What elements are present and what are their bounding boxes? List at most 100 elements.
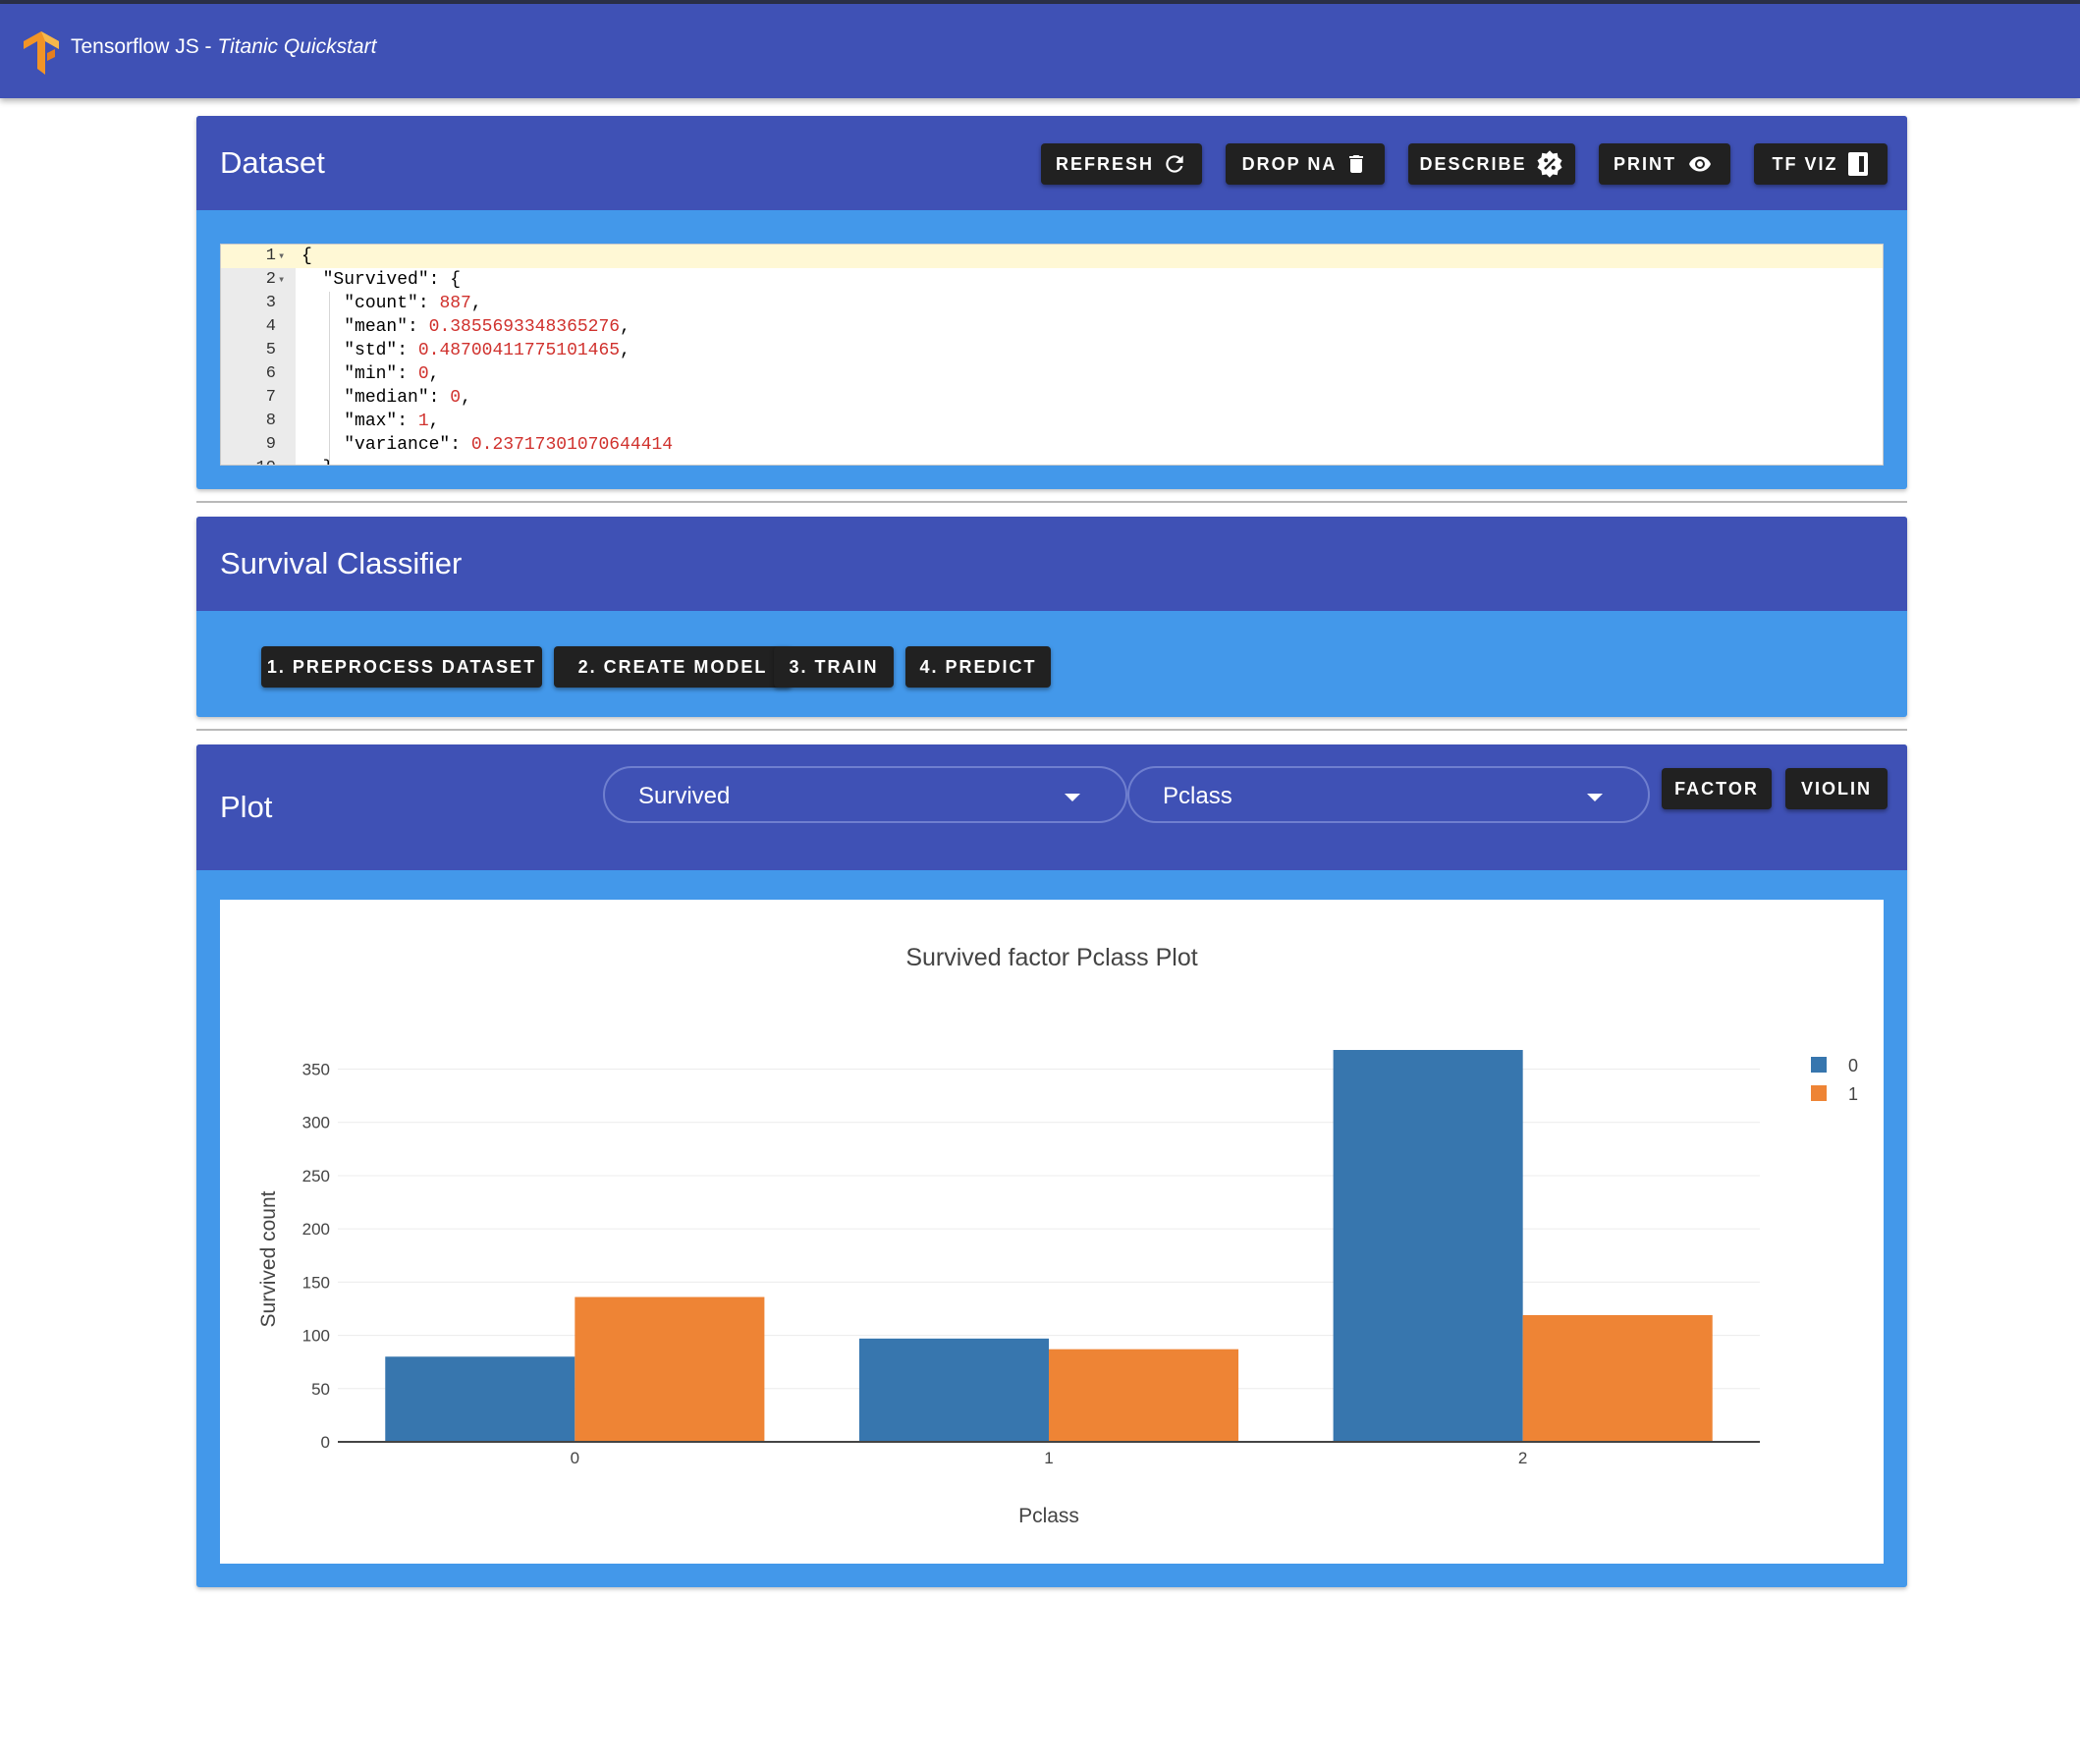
line-number: 1 bbox=[265, 247, 276, 265]
create-model-button[interactable]: 2. CREATE MODEL bbox=[554, 646, 792, 688]
x-axis-title: Pclass bbox=[1018, 1505, 1079, 1527]
preprocess-dataset-button[interactable]: 1. PREPROCESS DATASET bbox=[261, 646, 542, 688]
plot-card: Plot Survived Pclass FACTOR VIOLIN Survi… bbox=[196, 744, 1907, 1587]
classifier-card-header: Survival Classifier bbox=[196, 517, 1907, 611]
line-number: 8 bbox=[265, 412, 276, 430]
bar-chart[interactable]: Survived factor Pclass Plot0501001502002… bbox=[220, 900, 1884, 1564]
editor-line: 4 "mean": 0.3855693348365276, bbox=[221, 315, 1883, 339]
fold-arrow-icon: ▾ bbox=[278, 273, 286, 287]
percent-badge-icon bbox=[1537, 150, 1561, 178]
factor-button[interactable]: FACTOR bbox=[1662, 768, 1772, 809]
violin-button[interactable]: VIOLIN bbox=[1785, 768, 1888, 809]
legend-swatch bbox=[1811, 1057, 1827, 1073]
json-key: "count" bbox=[344, 294, 418, 313]
bar-series-1-cat-1 bbox=[1049, 1349, 1239, 1442]
dataset-card-header: Dataset REFRESH DROP NA DESCRIBE PRINT T… bbox=[196, 116, 1907, 210]
y-tick-label: 350 bbox=[302, 1061, 330, 1079]
y-tick-label: 0 bbox=[321, 1433, 330, 1452]
legend-label: 0 bbox=[1848, 1056, 1858, 1075]
line-code: "Survived": { bbox=[322, 270, 462, 290]
y-tick-label: 100 bbox=[302, 1327, 330, 1346]
describe-label: DESCRIBE bbox=[1419, 153, 1527, 174]
refresh-button[interactable]: REFRESH bbox=[1041, 143, 1202, 185]
line-number: 5 bbox=[265, 341, 276, 359]
line-number: 7 bbox=[265, 388, 276, 407]
line-number: 4 bbox=[265, 317, 276, 336]
editor-line: 8 "max": 1, bbox=[221, 410, 1883, 433]
editor-line: 2 ▾ "Survived": { bbox=[221, 268, 1883, 292]
drop-na-label: DROP NA bbox=[1241, 153, 1338, 174]
tensorflow-logo-icon bbox=[24, 31, 59, 75]
x-column-value: Survived bbox=[638, 783, 731, 809]
y-axis-title: Survived count bbox=[257, 1190, 280, 1327]
json-key: "median" bbox=[344, 388, 429, 408]
editor-line: 10 }, bbox=[221, 457, 1883, 465]
line-code: "variance": 0.23717301070644414 bbox=[344, 435, 674, 455]
y-tick-label: 150 bbox=[302, 1273, 330, 1292]
line-code: "mean": 0.3855693348365276, bbox=[344, 317, 630, 337]
editor-line: 3 "count": 887, bbox=[221, 292, 1883, 315]
chart-title: Survived factor Pclass Plot bbox=[905, 944, 1197, 971]
refresh-icon bbox=[1166, 155, 1183, 173]
x-tick-label: 0 bbox=[571, 1449, 579, 1467]
editor-line: 6 "min": 0, bbox=[221, 362, 1883, 386]
x-column-select[interactable]: Survived bbox=[603, 766, 1127, 823]
x-tick-label: 1 bbox=[1044, 1449, 1053, 1467]
section-divider bbox=[196, 501, 1907, 503]
train-button[interactable]: 3. TRAIN bbox=[774, 646, 894, 688]
line-number: 3 bbox=[265, 294, 276, 312]
json-editor[interactable]: 1 ▾{2 ▾ "Survived": {3 "count": 887, 4 "mea… bbox=[220, 244, 1884, 466]
y-tick-label: 250 bbox=[302, 1167, 330, 1185]
bar-series-1-cat-0 bbox=[575, 1296, 765, 1442]
line-code: { bbox=[301, 245, 312, 268]
line-number: 2 bbox=[265, 270, 276, 289]
indent-guide bbox=[329, 292, 330, 465]
sidebar-panel-icon bbox=[1847, 152, 1868, 176]
app-title: Tensorflow JS - Titanic Quickstart bbox=[71, 35, 376, 59]
editor-line: 1 ▾ { bbox=[221, 245, 1883, 268]
refresh-label: REFRESH bbox=[1055, 153, 1154, 174]
predict-button[interactable]: 4. PREDICT bbox=[905, 646, 1051, 688]
app-bar: Tensorflow JS - Titanic Quickstart bbox=[0, 4, 2080, 98]
y-column-value: Pclass bbox=[1163, 783, 1232, 809]
json-comma: , bbox=[620, 317, 630, 337]
json-value: 0.48700411775101465 bbox=[417, 341, 621, 360]
tf-viz-button[interactable]: TF VIZ bbox=[1754, 143, 1888, 185]
json-key: "min" bbox=[344, 364, 398, 384]
y-tick-label: 300 bbox=[302, 1114, 330, 1132]
json-comma: , bbox=[620, 341, 630, 360]
line-code: "max": 1, bbox=[344, 412, 440, 431]
app-title-sub: Titanic Quickstart bbox=[217, 35, 377, 58]
trash-icon bbox=[1349, 155, 1364, 173]
editor-line: 5 "std": 0.48700411775101465, bbox=[221, 339, 1883, 362]
print-button[interactable]: PRINT bbox=[1599, 143, 1730, 185]
line-number: 10 bbox=[221, 457, 276, 465]
json-key: "variance" bbox=[344, 435, 451, 455]
json-comma: , bbox=[461, 388, 471, 408]
drop-na-button[interactable]: DROP NA bbox=[1226, 143, 1385, 185]
line-code: "median": 0, bbox=[344, 388, 471, 408]
plot-title: Plot bbox=[220, 790, 273, 824]
eye-icon bbox=[1689, 156, 1711, 172]
print-label: PRINT bbox=[1614, 153, 1676, 174]
plot-container: Survived factor Pclass Plot 0 50 100 150 200 2… bbox=[220, 900, 1884, 1564]
tf-viz-label: TF VIZ bbox=[1772, 153, 1838, 174]
describe-button[interactable]: DESCRIBE bbox=[1408, 143, 1575, 185]
chevron-down-icon bbox=[1065, 794, 1080, 801]
json-comma: , bbox=[428, 412, 440, 431]
json-brace: { bbox=[450, 270, 462, 290]
app-title-main: Tensorflow JS - bbox=[71, 35, 218, 58]
line-code: "count": 887, bbox=[344, 294, 482, 313]
json-brace: }, bbox=[323, 459, 345, 465]
y-column-select[interactable]: Pclass bbox=[1127, 766, 1650, 823]
line-number: 9 bbox=[265, 435, 276, 454]
json-comma: , bbox=[470, 294, 482, 313]
json-value: 0 bbox=[450, 388, 462, 408]
classifier-card: Survival Classifier 1. PREPROCESS DATASE… bbox=[196, 517, 1907, 717]
json-key: "Survived" bbox=[322, 270, 429, 290]
line-number: 6 bbox=[265, 364, 276, 383]
window-top-edge bbox=[0, 0, 2080, 4]
line-code: }, bbox=[301, 457, 345, 465]
plot-card-header: Plot Survived Pclass FACTOR VIOLIN bbox=[196, 744, 1907, 870]
json-value: 0.23717301070644414 bbox=[470, 435, 674, 455]
